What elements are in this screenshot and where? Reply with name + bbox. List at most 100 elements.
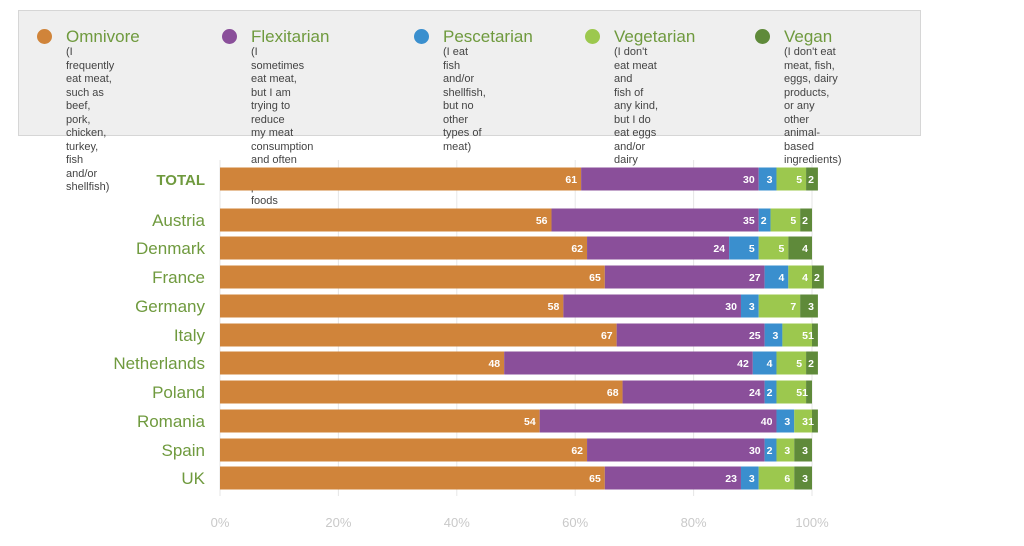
data-label: 24 [713,243,725,255]
data-label: 4 [802,243,808,255]
data-label: 3 [773,330,779,342]
bar-segment-flexitarian [539,409,777,433]
data-label: 30 [725,301,737,313]
legend: Omnivore (I frequently eat meat, such as b… [18,10,921,220]
legend-description-line: eat eggs and/or dairy [614,127,657,166]
data-label: 2 [814,272,820,284]
legend-description-line: (I eat fish and/or [443,46,475,85]
bar-segment-vegan [812,409,818,433]
bar-segment-vegan [812,265,824,289]
data-label: 25 [749,330,761,342]
data-label: 3 [802,445,808,457]
legend-swatch [585,29,600,44]
bar-segment-omnivore [220,438,588,462]
bar-segment-vegetarian [776,351,807,375]
data-label: 3 [808,301,814,313]
data-label: 5 [796,387,802,399]
bar-segment-vegetarian [776,167,807,191]
bar-segment-pescetarian [729,236,759,260]
category-label: Romania [137,412,206,431]
bar-segment-vegan [794,438,812,462]
bar-segment-vegetarian [758,294,801,318]
data-label: 1 [802,387,808,399]
x-tick-label: 0% [211,515,230,530]
bar-segment-omnivore [220,236,588,260]
legend-description-line: or any other [784,100,815,126]
bar-segment-pescetarian [764,323,783,347]
legend-description-line: animal-based [784,127,821,153]
legend-description-line: (I don't eat meat, fish, [784,46,836,72]
x-tick-label: 80% [681,515,707,530]
legend-name: Flexitarian [251,27,330,46]
legend-name: Vegan [784,27,833,46]
category-label: TOTAL [156,172,205,189]
bar-segment-flexitarian [551,208,759,232]
bar-segment-omnivore [220,208,552,232]
category-label: UK [181,469,205,488]
bar-segment-omnivore [220,351,505,375]
bar-segment-omnivore [220,466,605,490]
data-label: 67 [601,330,613,342]
legend-description: (I eat fish and/or shellfish, but no othe… [443,46,486,154]
category-label: Denmark [136,239,205,258]
data-label: 35 [743,215,755,227]
bar-segment-flexitarian [604,265,765,289]
bar-segment-flexitarian [563,294,741,318]
legend-swatch [414,29,429,44]
legend-swatch [222,29,237,44]
data-label: 5 [802,330,808,342]
data-label: 24 [749,387,761,399]
data-label: 5 [796,358,802,370]
bar-segment-flexitarian [587,438,765,462]
bar-segment-pescetarian [776,409,795,433]
legend-description-line: (I sometimes eat meat, [251,46,305,85]
data-label: 2 [767,387,773,399]
legend-description-line: my meat consumption [251,127,314,153]
data-label: 62 [571,445,583,457]
bar-segment-vegetarian [758,236,789,260]
bar-segment-vegan [806,351,818,375]
legend-name: Omnivore [66,27,140,46]
bar-segment-vegetarian [758,466,795,490]
bar-segment-pescetarian [764,438,777,462]
bar-segment-flexitarian [504,351,753,375]
data-label: 40 [761,416,773,428]
legend-description-line: (I frequently eat meat, [66,46,115,85]
category-label: Austria [152,211,205,230]
bar-segment-omnivore [220,265,605,289]
bar-segment-omnivore [220,380,623,404]
bar-segment-pescetarian [758,208,771,232]
bar-segment-omnivore [220,294,564,318]
data-label: 2 [802,215,808,227]
legend-description-line: fish of any kind, but I do [614,86,659,126]
data-label: 56 [536,215,548,227]
legend-description-line: ingredients) [784,154,842,166]
data-label: 30 [743,174,755,186]
bar-segment-vegetarian [776,380,807,404]
data-label: 6 [784,473,790,485]
x-tick-label: 100% [795,515,829,530]
legend-description-line: eggs, dairy products, [784,73,838,99]
x-tick-label: 40% [444,515,470,530]
category-label: France [152,268,205,287]
bar-segment-vegan [806,380,812,404]
bar-segment-vegan [794,466,812,490]
data-label: 4 [778,272,784,284]
bar-segment-pescetarian [740,294,759,318]
category-label: Italy [174,326,206,345]
bar-segment-vegetarian [776,438,795,462]
legend-swatch [37,29,52,44]
legend-name: Pescetarian [443,27,533,46]
data-label: 27 [749,272,761,284]
legend-description: (I frequently eat meat, such as beef, por… [66,46,114,195]
legend-description-line: chicken, turkey, fish [66,127,107,166]
data-label: 1 [808,330,814,342]
data-label: 65 [589,272,601,284]
data-label: 3 [749,473,755,485]
legend-description-line: (I don't eat meat and [614,46,657,85]
data-label: 58 [548,301,560,313]
legend-description: (I don't eat meat, fish, eggs, dairy prod… [784,46,841,168]
category-label: Poland [152,383,205,402]
data-label: 7 [790,301,796,313]
bar-segment-vegetarian [782,323,812,347]
